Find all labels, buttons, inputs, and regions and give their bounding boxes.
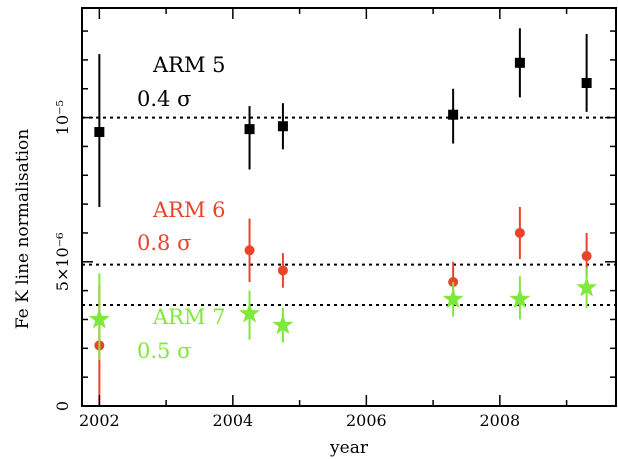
- series-arm7: [88, 267, 598, 360]
- plot-area: ARM 5 0.4 σ ARM 6 0.8 σ ARM 7 0.5 σ: [82, 28, 616, 406]
- data-point: [448, 109, 459, 120]
- series-label-arm6: ARM 6: [152, 198, 226, 222]
- data-point: [244, 245, 255, 256]
- data-point: [581, 251, 592, 262]
- x-tick-label: 2004: [212, 411, 253, 430]
- plot-frame: [81, 7, 617, 407]
- series-sigma-arm7: 0.5 σ: [137, 339, 191, 363]
- axes: 2002 2004 2006 2008 0 5×10⁻⁶ 10⁻⁵: [53, 7, 617, 430]
- data-point: [277, 265, 288, 276]
- y-tick-label: 5×10⁻⁶: [53, 232, 72, 291]
- data-point: [94, 127, 105, 138]
- data-point: [88, 308, 110, 329]
- data-point: [514, 57, 525, 68]
- data-point: [239, 302, 260, 323]
- data-point: [509, 288, 531, 309]
- series-sigma-arm5: 0.4 σ: [137, 87, 191, 111]
- data-point: [576, 276, 598, 297]
- x-tick-label: 2006: [346, 411, 387, 430]
- data-point: [277, 121, 288, 132]
- series-arm5: [94, 28, 592, 207]
- data-point: [581, 77, 592, 88]
- series-label-arm5: ARM 5: [152, 53, 226, 77]
- series-sigma-arm6: 0.8 σ: [137, 231, 191, 255]
- series-label-arm7: ARM 7: [152, 305, 226, 329]
- y-axis-label: Fe K line normalisation: [13, 129, 33, 330]
- x-axis-label: year: [329, 438, 369, 458]
- data-point: [442, 288, 464, 309]
- data-point: [514, 227, 525, 238]
- data-point: [272, 314, 294, 335]
- y-tick-label: 0: [53, 401, 72, 411]
- y-tick-label: 10⁻⁵: [53, 100, 72, 135]
- x-tick-label: 2002: [79, 411, 120, 430]
- x-tick-label: 2008: [479, 411, 520, 430]
- data-point: [244, 124, 255, 135]
